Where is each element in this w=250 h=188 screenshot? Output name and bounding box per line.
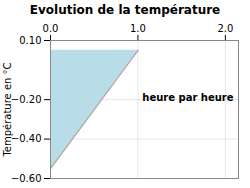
svg-text:−0.40: −0.40	[11, 133, 42, 144]
svg-text:−0.60: −0.60	[11, 173, 42, 184]
svg-text:2.0: 2.0	[217, 23, 233, 34]
svg-text:−0.20: −0.20	[11, 94, 42, 105]
svg-text:0.0: 0.0	[43, 23, 59, 34]
svg-text:1.0: 1.0	[130, 23, 146, 34]
svg-text:heure par heure: heure par heure	[142, 92, 233, 103]
html-text:Evolution de la température: Evolution de la température	[29, 3, 221, 17]
svg-text:Température en °C: Température en °C	[2, 62, 13, 157]
svg-text:0.10: 0.10	[19, 35, 41, 46]
